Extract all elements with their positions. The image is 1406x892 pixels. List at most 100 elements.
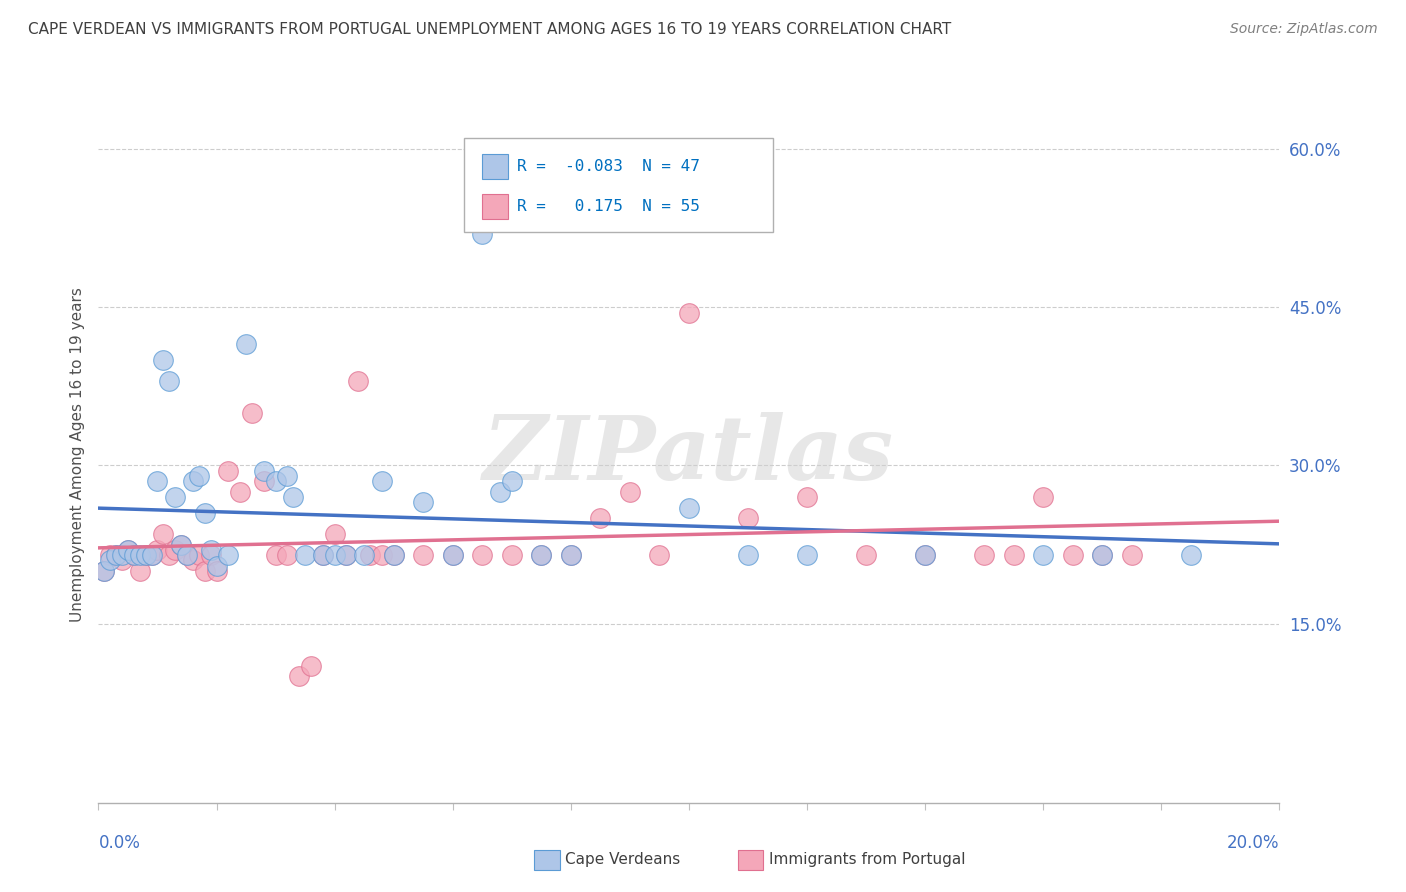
Point <box>1180 548 1202 562</box>
Point <box>1091 548 1114 562</box>
Point <box>264 548 287 562</box>
Point <box>471 227 494 241</box>
Point <box>165 542 187 557</box>
Point <box>93 564 115 578</box>
Point <box>146 475 169 489</box>
Point <box>914 548 936 562</box>
Point <box>737 511 759 525</box>
Point <box>181 553 204 567</box>
Point <box>530 548 553 562</box>
Point <box>152 527 174 541</box>
Point <box>152 353 174 368</box>
Point <box>560 548 582 562</box>
Point <box>283 490 305 504</box>
Point <box>200 548 222 562</box>
Point <box>619 484 641 499</box>
Point <box>382 548 405 562</box>
Point <box>264 475 287 489</box>
Point <box>589 511 612 525</box>
Point <box>205 558 228 573</box>
Point <box>276 548 298 562</box>
Point <box>855 548 877 562</box>
Point <box>135 548 157 562</box>
Point <box>1002 548 1025 562</box>
Point <box>914 548 936 562</box>
Point <box>128 564 150 578</box>
Point <box>294 548 316 562</box>
Point <box>229 484 252 499</box>
Point <box>335 548 357 562</box>
Point <box>441 548 464 562</box>
Point <box>1091 548 1114 562</box>
Point <box>141 548 163 562</box>
Text: Immigrants from Portugal: Immigrants from Portugal <box>769 853 966 867</box>
Point <box>312 548 335 562</box>
Point <box>157 548 180 562</box>
Point <box>530 548 553 562</box>
Point <box>122 548 145 562</box>
Point <box>335 548 357 562</box>
Point <box>117 542 139 557</box>
Text: 0.0%: 0.0% <box>98 834 141 852</box>
Point <box>371 475 394 489</box>
Point <box>205 564 228 578</box>
Point <box>648 548 671 562</box>
Point <box>176 548 198 562</box>
Point <box>165 490 187 504</box>
Point <box>157 374 180 388</box>
Point <box>240 406 263 420</box>
Point <box>194 506 217 520</box>
Point <box>560 548 582 562</box>
Point <box>217 464 239 478</box>
Point <box>200 542 222 557</box>
Point <box>187 548 209 562</box>
Point <box>176 548 198 562</box>
Point <box>382 548 405 562</box>
Point <box>359 548 381 562</box>
Point <box>1121 548 1143 562</box>
Point <box>412 495 434 509</box>
Text: CAPE VERDEAN VS IMMIGRANTS FROM PORTUGAL UNEMPLOYMENT AMONG AGES 16 TO 19 YEARS : CAPE VERDEAN VS IMMIGRANTS FROM PORTUGAL… <box>28 22 952 37</box>
Point <box>117 542 139 557</box>
Point <box>98 548 121 562</box>
Point <box>471 548 494 562</box>
Point <box>441 548 464 562</box>
Point <box>170 537 193 551</box>
Point <box>122 548 145 562</box>
Point <box>973 548 995 562</box>
Y-axis label: Unemployment Among Ages 16 to 19 years: Unemployment Among Ages 16 to 19 years <box>69 287 84 623</box>
Point <box>146 542 169 557</box>
Point <box>489 484 512 499</box>
Point <box>187 469 209 483</box>
Point <box>323 548 346 562</box>
Text: R =  -0.083  N = 47: R = -0.083 N = 47 <box>517 160 700 174</box>
Point <box>737 548 759 562</box>
Point <box>217 548 239 562</box>
Point <box>501 548 523 562</box>
Point <box>299 658 322 673</box>
Point <box>135 548 157 562</box>
Text: 20.0%: 20.0% <box>1227 834 1279 852</box>
Point <box>312 548 335 562</box>
Point <box>412 548 434 562</box>
Point <box>194 564 217 578</box>
Point <box>98 553 121 567</box>
Point <box>128 548 150 562</box>
Point <box>678 500 700 515</box>
Point <box>111 548 134 562</box>
Point <box>105 548 128 562</box>
Text: ZIPatlas: ZIPatlas <box>484 412 894 498</box>
Point <box>323 527 346 541</box>
Point <box>276 469 298 483</box>
Point <box>678 305 700 319</box>
Point <box>93 564 115 578</box>
Point <box>501 475 523 489</box>
Text: Source: ZipAtlas.com: Source: ZipAtlas.com <box>1230 22 1378 37</box>
Point <box>1032 490 1054 504</box>
Point <box>105 548 128 562</box>
Point <box>288 669 311 683</box>
Point <box>235 337 257 351</box>
Point <box>111 553 134 567</box>
Point <box>347 374 370 388</box>
Point <box>796 490 818 504</box>
